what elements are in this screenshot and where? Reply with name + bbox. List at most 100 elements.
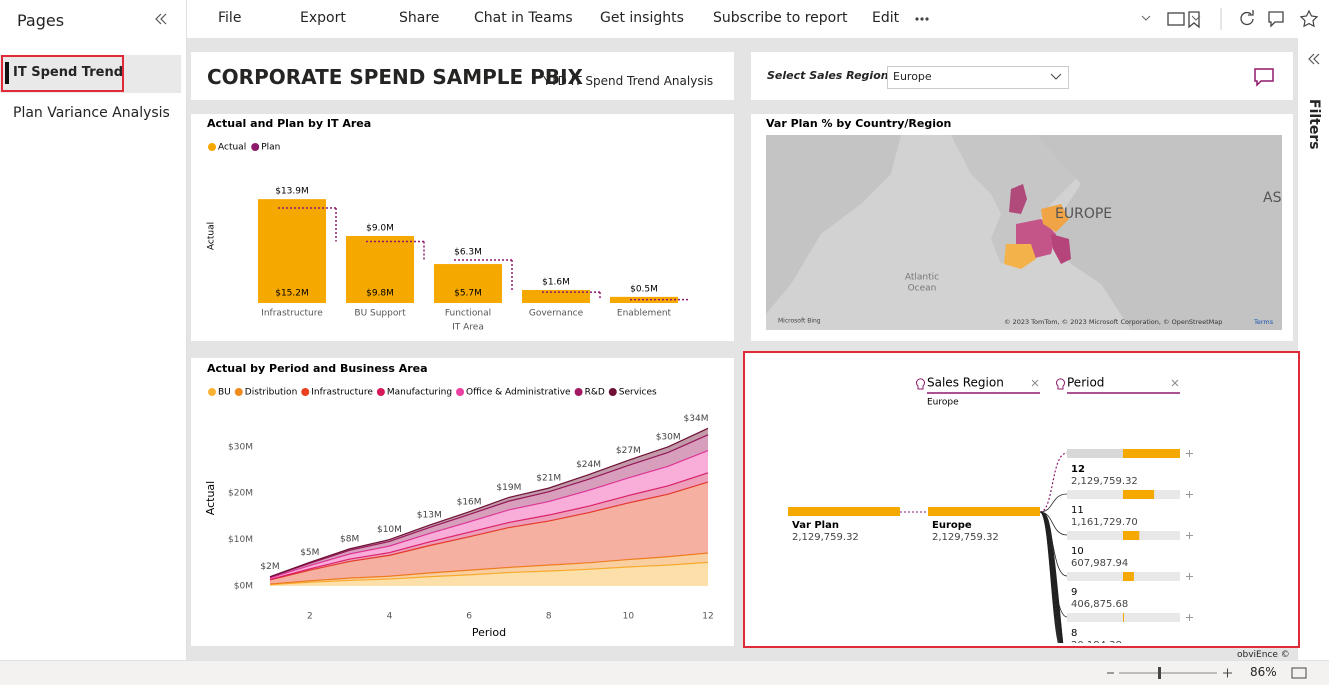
area-card: Actual by Period and Business Area BU Dist…: [191, 358, 734, 646]
zoom-level: 86%: [1250, 665, 1277, 679]
node-bar[interactable]: [1123, 572, 1134, 581]
land: [1036, 135, 1282, 330]
area-fill: [270, 434, 708, 579]
page-tab[interactable]: IT Spend Trend: [13, 65, 124, 80]
region-label: AS: [1263, 190, 1282, 206]
node-bar[interactable]: [788, 507, 900, 516]
expand-icon[interactable]: [1186, 614, 1193, 621]
bulb-icon: [1056, 378, 1065, 390]
toolbar-button[interactable]: Get insights: [600, 10, 684, 26]
toolbar-button[interactable]: Edit: [872, 10, 900, 26]
report-title: CORPORATE SPEND SAMPLE PBIX: [207, 65, 583, 89]
land: [766, 135, 901, 314]
waterfall-chart: Actual and Plan by IT Area Actual Plan Actu…: [207, 117, 688, 333]
area-line: [269, 481, 709, 581]
fan-line: [1039, 511, 1068, 618]
node-value: 2,129,759.32: [932, 532, 999, 543]
header-card: CORPORATE SPEND SAMPLE PBIX YTD IT Spend…: [191, 52, 734, 100]
area-line: [269, 561, 709, 586]
actual-label: $5.7M: [454, 289, 482, 299]
toolbar-button[interactable]: Chat in Teams: [474, 10, 573, 26]
y-axis-label: Actual: [207, 222, 217, 250]
toolbar-button[interactable]: Subscribe to report: [713, 10, 848, 26]
node-bar[interactable]: [1123, 490, 1155, 499]
level-name[interactable]: Sales Region: [927, 376, 1004, 390]
map-terms[interactable]: Terms: [1253, 318, 1274, 326]
country: [1009, 184, 1027, 214]
expand-icon[interactable]: [1186, 491, 1193, 498]
x-tick-label: Governance: [529, 309, 584, 319]
slicer-value: Europe: [893, 70, 932, 83]
node-label: 9: [1071, 587, 1077, 598]
legend-label: Manufacturing: [387, 388, 452, 398]
fit-icon[interactable]: [1290, 665, 1308, 681]
level-name[interactable]: Period: [1067, 376, 1104, 390]
toolbar-button[interactable]: File: [218, 10, 242, 26]
area-line: [269, 427, 709, 578]
selected-indicator: [5, 62, 9, 84]
expand-icon[interactable]: [1307, 52, 1321, 66]
legend-dot: [251, 143, 260, 151]
zoom-slider[interactable]: [1104, 665, 1224, 681]
node-bar[interactable]: [1123, 613, 1124, 622]
chart-title: Actual by Period and Business Area: [207, 362, 428, 375]
expand-icon[interactable]: [1186, 532, 1193, 539]
filters-pane: Filters: [1297, 38, 1329, 660]
comment-icon[interactable]: [1253, 67, 1275, 87]
total-label: $13M: [417, 511, 442, 521]
legend-dot: [208, 143, 216, 151]
y-tick-label: $10M: [228, 535, 253, 545]
x-tick-label: Infrastructure: [261, 309, 323, 319]
x-tick-label: 4: [387, 612, 393, 622]
legend-dot: [234, 388, 243, 396]
expand-icon[interactable]: [1186, 573, 1193, 580]
node-value: 406,875.68: [1071, 599, 1128, 610]
remove-icon[interactable]: [1171, 379, 1179, 387]
node-bar[interactable]: [928, 507, 1040, 516]
legend-dot: [376, 388, 385, 396]
plan-label: $1.6M: [542, 278, 570, 288]
toolbar-button[interactable]: Export: [300, 10, 346, 26]
area-line: [269, 449, 709, 579]
zoom-in[interactable]: [1220, 665, 1234, 681]
slicer-dropdown[interactable]: Europe: [887, 66, 1069, 89]
country: [1051, 234, 1071, 264]
bar: [346, 236, 414, 303]
bulb-icon: [916, 378, 925, 390]
sidebar: Pages IT Spend Trend Plan Variance Analy…: [0, 0, 187, 660]
page-tab[interactable]: Plan Variance Analysis: [13, 105, 170, 121]
x-tick-label: Functional: [445, 309, 491, 319]
total-label: $16M: [457, 497, 482, 507]
fan-line: [1039, 511, 1068, 577]
total-label: $34M: [684, 414, 709, 424]
node-bar[interactable]: [1123, 531, 1140, 540]
country: [1041, 204, 1069, 232]
expand-icon[interactable]: [1186, 450, 1193, 457]
area-line: [269, 552, 709, 585]
collapse-icon[interactable]: [154, 12, 168, 26]
x-axis-label: IT Area: [452, 323, 484, 333]
legend-label: Infrastructure: [311, 388, 373, 398]
report-subtitle: YTD IT Spend Trend Analysis: [543, 74, 714, 88]
map-logo: Microsoft Bing: [778, 318, 821, 325]
total-label: $8M: [340, 534, 359, 544]
legend-label: Plan: [261, 143, 280, 153]
remove-icon[interactable]: [1031, 379, 1039, 387]
selected-page-bg: [0, 55, 181, 93]
total-label: $5M: [300, 548, 319, 558]
area-chart: Actual by Period and Business Area BU Dist…: [204, 362, 714, 639]
total-label: $10M: [377, 525, 402, 535]
node-bar[interactable]: [1123, 449, 1180, 458]
node-label: 12: [1071, 464, 1085, 475]
toolbar-button[interactable]: Share: [399, 10, 440, 26]
fan-line: [1039, 511, 1068, 536]
total-label: $24M: [576, 460, 601, 470]
node-label: Europe: [932, 520, 972, 531]
legend-dot: [301, 388, 310, 396]
chart-title: Actual and Plan by IT Area: [207, 117, 371, 130]
filters-title[interactable]: Filters: [1306, 99, 1322, 150]
total-label: $2M: [260, 562, 279, 572]
node-value: 20,184.38: [1071, 640, 1122, 643]
x-tick-label: BU Support: [354, 309, 406, 319]
bar: [258, 199, 326, 303]
